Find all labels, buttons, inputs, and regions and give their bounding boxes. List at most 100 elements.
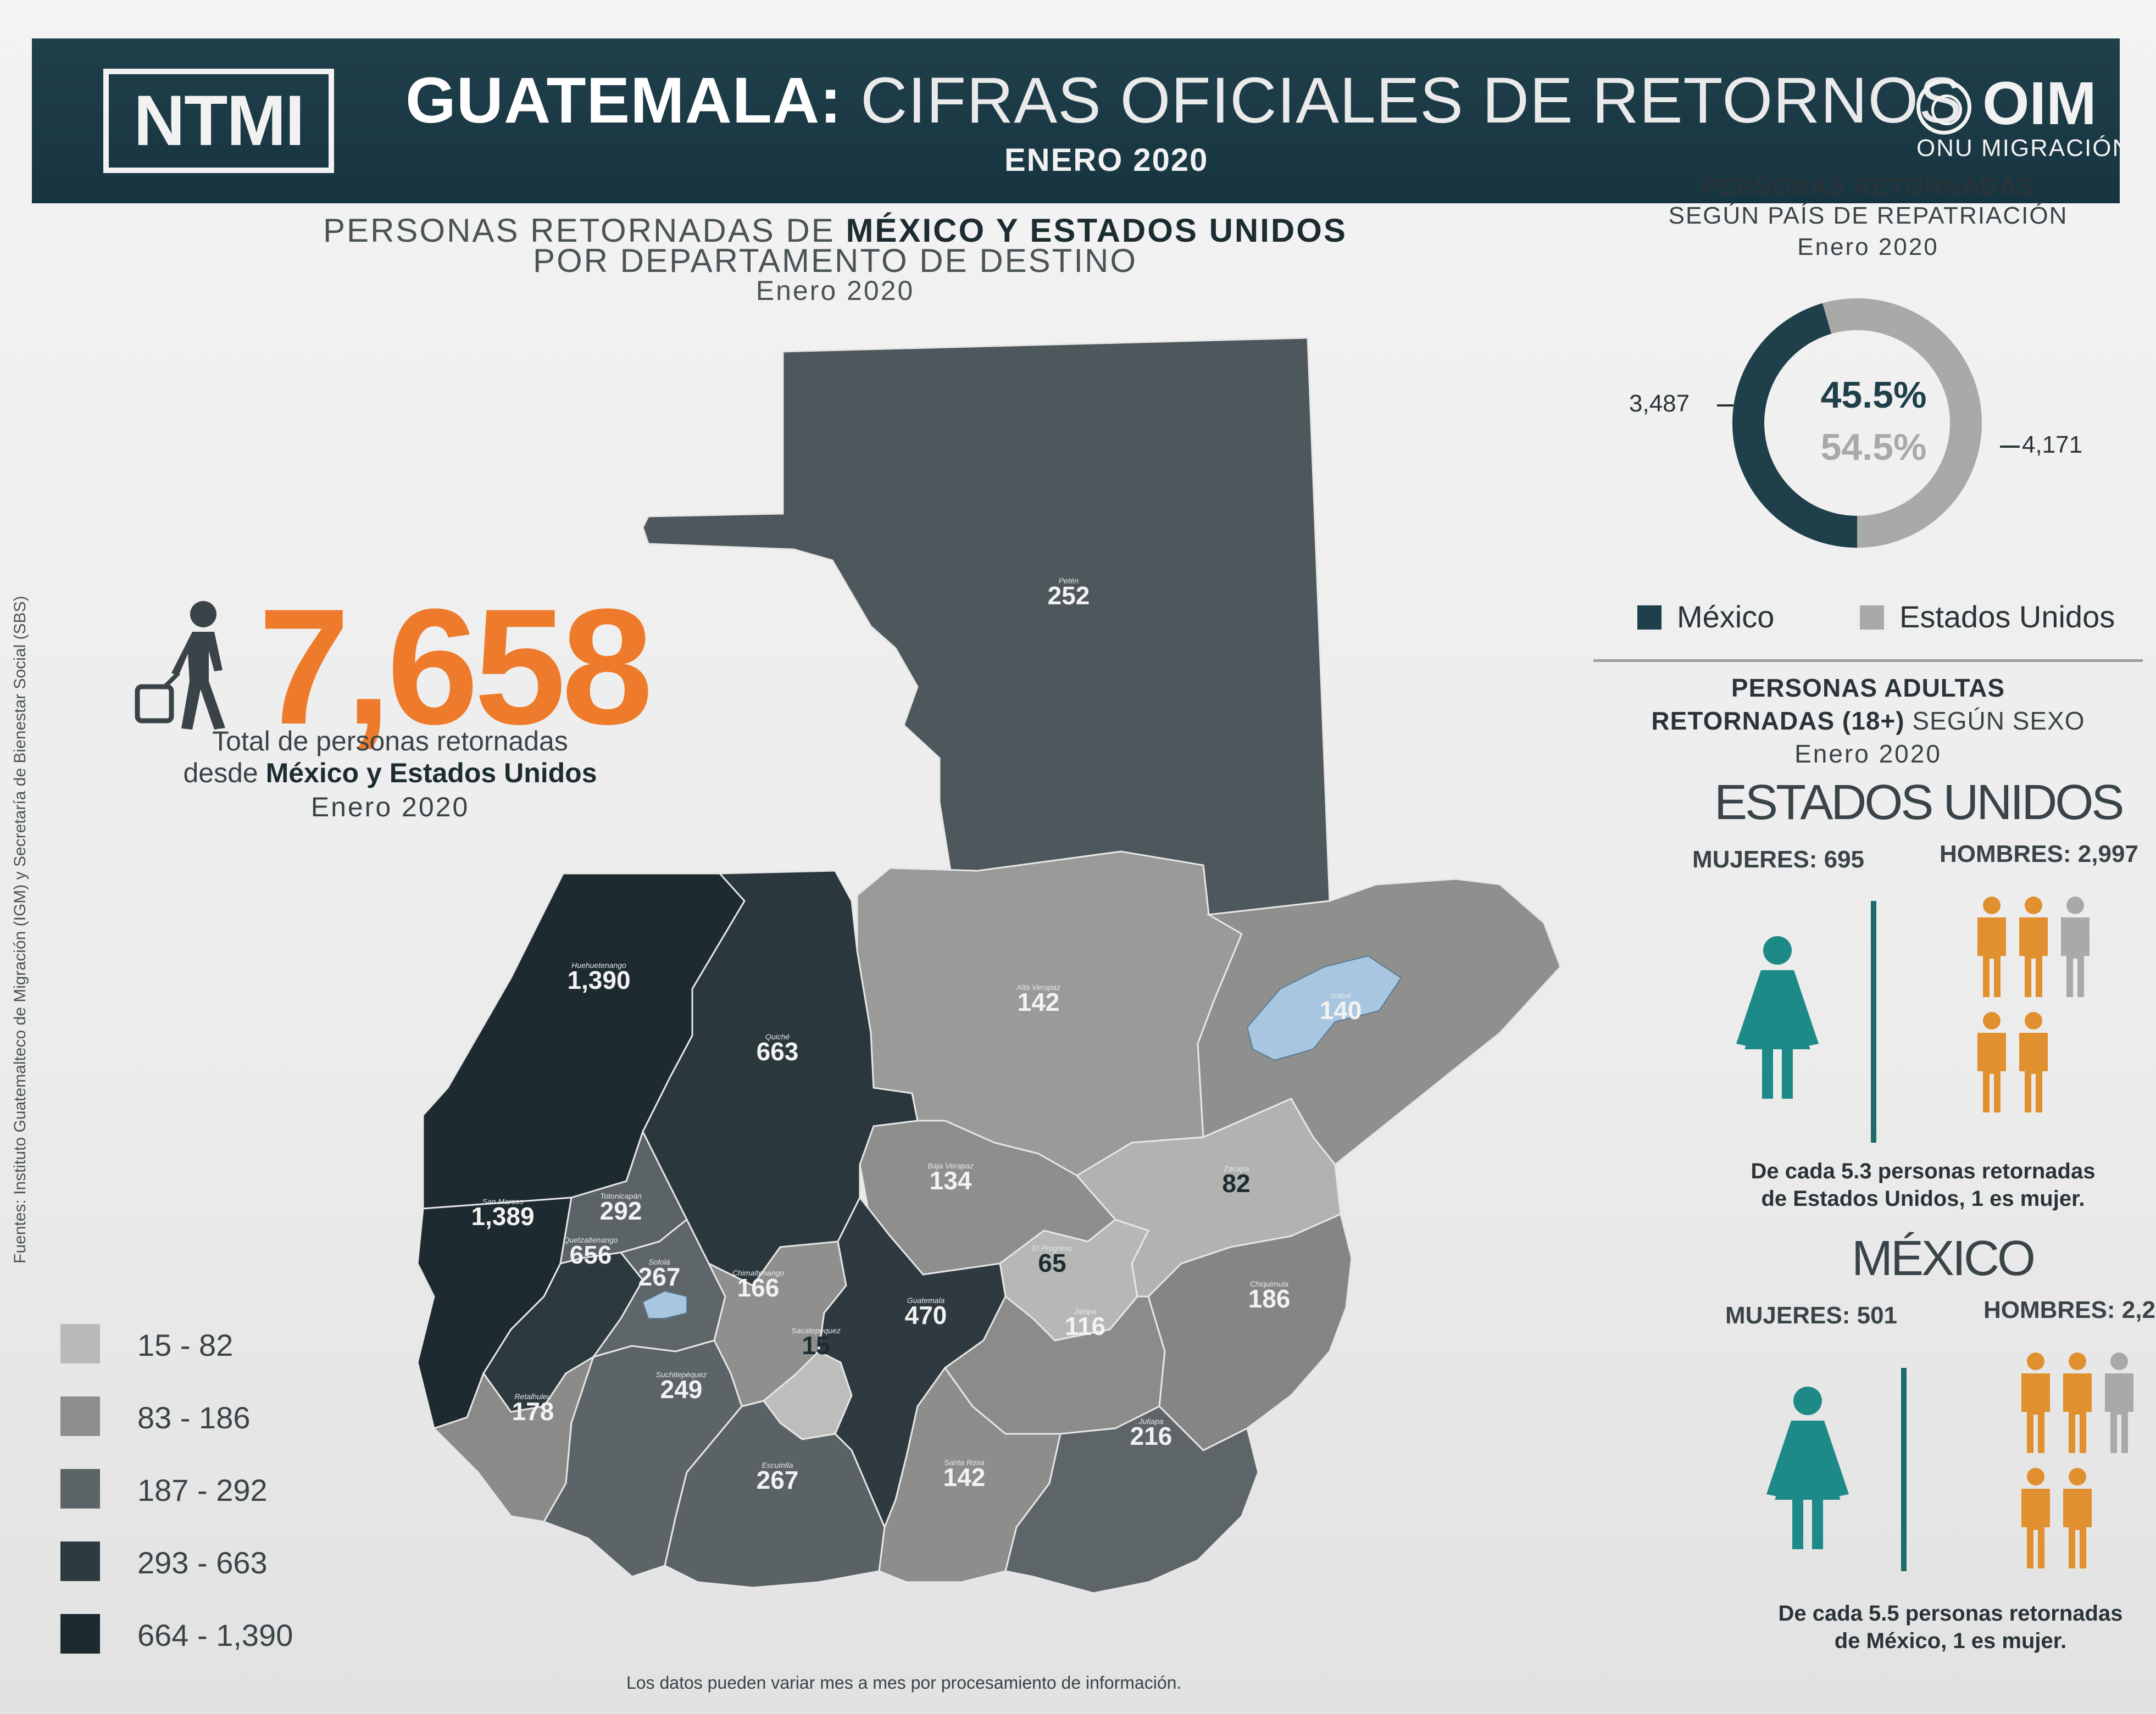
legend-swatch (60, 1396, 100, 1436)
repatriation-donut-chart (1732, 298, 1982, 548)
legend-swatch-usa (1860, 605, 1884, 630)
mexico-men-count: HOMBRES: 2,2 (1983, 1296, 2155, 1323)
department-name-jutiapa: Jutiapa (1138, 1417, 1163, 1426)
legend-swatch (60, 1324, 100, 1364)
donut-segment-mexico (1732, 298, 1982, 548)
department-value-izabal: 140 (1320, 996, 1362, 1025)
usa-section-title: ESTADOS UNIDOS (1714, 775, 2124, 830)
legend-item: 293 - 663 (49, 1542, 379, 1602)
legend-label: 293 - 663 (137, 1545, 268, 1580)
department-name-jalapa: Jalapa (1073, 1307, 1096, 1316)
department-value-chiquimula: 186 (1248, 1284, 1291, 1313)
department-izabal (1197, 878, 1562, 1166)
department-value-suchitepequez: 249 (660, 1375, 703, 1404)
department-value-jutiapa: 216 (1130, 1422, 1173, 1450)
map-subtitle: POR DEPARTAMENTO DE DESTINO (532, 242, 1138, 279)
department-value-baja-verapaz: 134 (930, 1166, 972, 1195)
title-rest: CIFRAS OFICIALES DE RETORNOS (842, 64, 1963, 137)
usa-count: 4,171 (2022, 431, 2083, 458)
source-note: Fuentes: Instituto Guatemalteco de Migra… (11, 596, 29, 1264)
department-value-retalhuleu: 178 (512, 1397, 554, 1426)
department-value-san-marcos: 1,389 (471, 1202, 534, 1231)
footnote: Los datos pueden variar mes a mes por pr… (626, 1673, 1182, 1693)
total-caption-bold: México y Estados Unidos (265, 758, 597, 788)
map-title: PERSONAS RETORNADAS DE MÉXICO Y ESTADOS … (286, 212, 1385, 249)
map-date: Enero 2020 (755, 275, 915, 306)
usa-gender-divider (1871, 901, 1876, 1143)
department-peten (642, 337, 1331, 916)
legend-item: 15 - 82 (49, 1324, 379, 1384)
legend-swatch (60, 1614, 100, 1654)
title-country: GUATEMALA: (405, 64, 842, 137)
woman-icon (1766, 1387, 1849, 1549)
department-name-chimaltenango: Chimaltenango (732, 1268, 784, 1277)
mexico-percent: 45.5% (1820, 374, 1927, 416)
walking-person-icon (135, 601, 225, 730)
department-value-peten: 252 (1048, 581, 1090, 610)
repatriation-title: PERSONAS RETORNADAS (1701, 173, 2035, 200)
page-title: GUATEMALA: CIFRAS OFICIALES DE RETORNOS (405, 63, 1963, 138)
department-value-zacapa: 82 (1222, 1169, 1250, 1198)
department-value-alta-verapaz: 142 (1018, 988, 1060, 1016)
man-icon (2061, 897, 2090, 997)
department-value-huehuetenango: 1,390 (567, 966, 630, 994)
legend-label-mexico: México (1677, 599, 1775, 634)
man-icon (1977, 1012, 2006, 1112)
department-name-suchitepequez: Suchitepéquez (656, 1370, 707, 1379)
woman-icon (1736, 936, 1819, 1099)
legend-item: 664 - 1,390 (49, 1614, 379, 1674)
department-value-solola: 267 (638, 1262, 681, 1291)
map-title-bold: MÉXICO Y ESTADOS UNIDOS (846, 212, 1347, 249)
legend-swatch (60, 1469, 100, 1509)
legend-item: 83 - 186 (49, 1396, 379, 1457)
department-value-sacatepequez: 15 (802, 1331, 830, 1360)
un-globe-icon (1916, 80, 1971, 135)
department-value-jalapa: 116 (1065, 1312, 1105, 1340)
department-name-quetzaltenango: Quetzaltenango (564, 1236, 618, 1244)
department-name-el-progreso: El Progreso (1032, 1244, 1072, 1253)
department-value-guatemala: 470 (905, 1301, 947, 1329)
repatriation-subtitle: SEGÚN PAÍS DE REPATRIACIÓN (1668, 202, 2068, 229)
man-icon (2019, 897, 2048, 997)
oim-logo-name: OIM (1982, 70, 2097, 137)
legend-label: 83 - 186 (137, 1400, 251, 1435)
legend-item: 187 - 292 (49, 1469, 379, 1529)
mexico-ratio-line1: De cada 5.5 personas retornadas (1778, 1601, 2123, 1626)
department-value-quetzaltenango: 656 (570, 1240, 612, 1269)
map-title-pre: PERSONAS RETORNADAS DE (323, 212, 846, 249)
adults-subtitle-bold: RETORNADAS (18+) (1651, 706, 1905, 735)
department-value-quiche: 663 (757, 1037, 799, 1066)
total-caption-line1: Total de personas retornadas (212, 726, 568, 756)
header-banner: NTMI GUATEMALA: CIFRAS OFICIALES DE RETO… (32, 38, 2130, 203)
department-name-zacapa: Zacapa (1223, 1164, 1249, 1173)
legend-label: 187 - 292 (137, 1473, 268, 1507)
oim-logo-subtitle: ONU MIGRACIÓN (1916, 135, 2131, 162)
mexico-gender-divider (1901, 1368, 1907, 1571)
department-value-escuintla: 267 (757, 1466, 799, 1494)
department-value-el-progreso: 65 (1038, 1249, 1066, 1277)
legend-swatch-mexico (1637, 605, 1662, 630)
adults-subtitle-rest: SEGÚN SEXO (1904, 706, 2085, 735)
department-jutiapa (1004, 1405, 1259, 1593)
man-icon (2063, 1468, 2092, 1568)
man-icon (2019, 1012, 2048, 1112)
department-name-quiche: Quiché (765, 1032, 790, 1041)
ntmi-badge: NTMI (103, 69, 334, 173)
total-caption-pre: desde (183, 758, 266, 788)
department-name-baja-verapaz: Baja Verapaz (927, 1161, 974, 1170)
department-name-solola: Sololá (649, 1257, 670, 1266)
usa-women-count: MUJERES: 695 (1692, 846, 1865, 873)
department-name-izabal: Izabal (1330, 991, 1351, 1000)
usa-ratio-line2: de Estados Unidos, 1 es mujer. (1761, 1187, 2085, 1211)
department-name-totonicapan: Totonicapán (600, 1192, 642, 1200)
legend-swatch (60, 1542, 100, 1581)
usa-men-count: HOMBRES: 2,997 (1940, 841, 2138, 867)
lake-izabal (1246, 955, 1402, 1061)
department-name-chiquimula: Chiquimula (1250, 1279, 1288, 1288)
lake-atitlan (642, 1290, 687, 1319)
repatriation-date: Enero 2020 (1797, 233, 1939, 260)
page-subtitle: ENERO 2020 (1004, 142, 1209, 178)
department-name-san-marcos: San Marcos (482, 1197, 524, 1206)
man-icon (1977, 897, 2006, 997)
